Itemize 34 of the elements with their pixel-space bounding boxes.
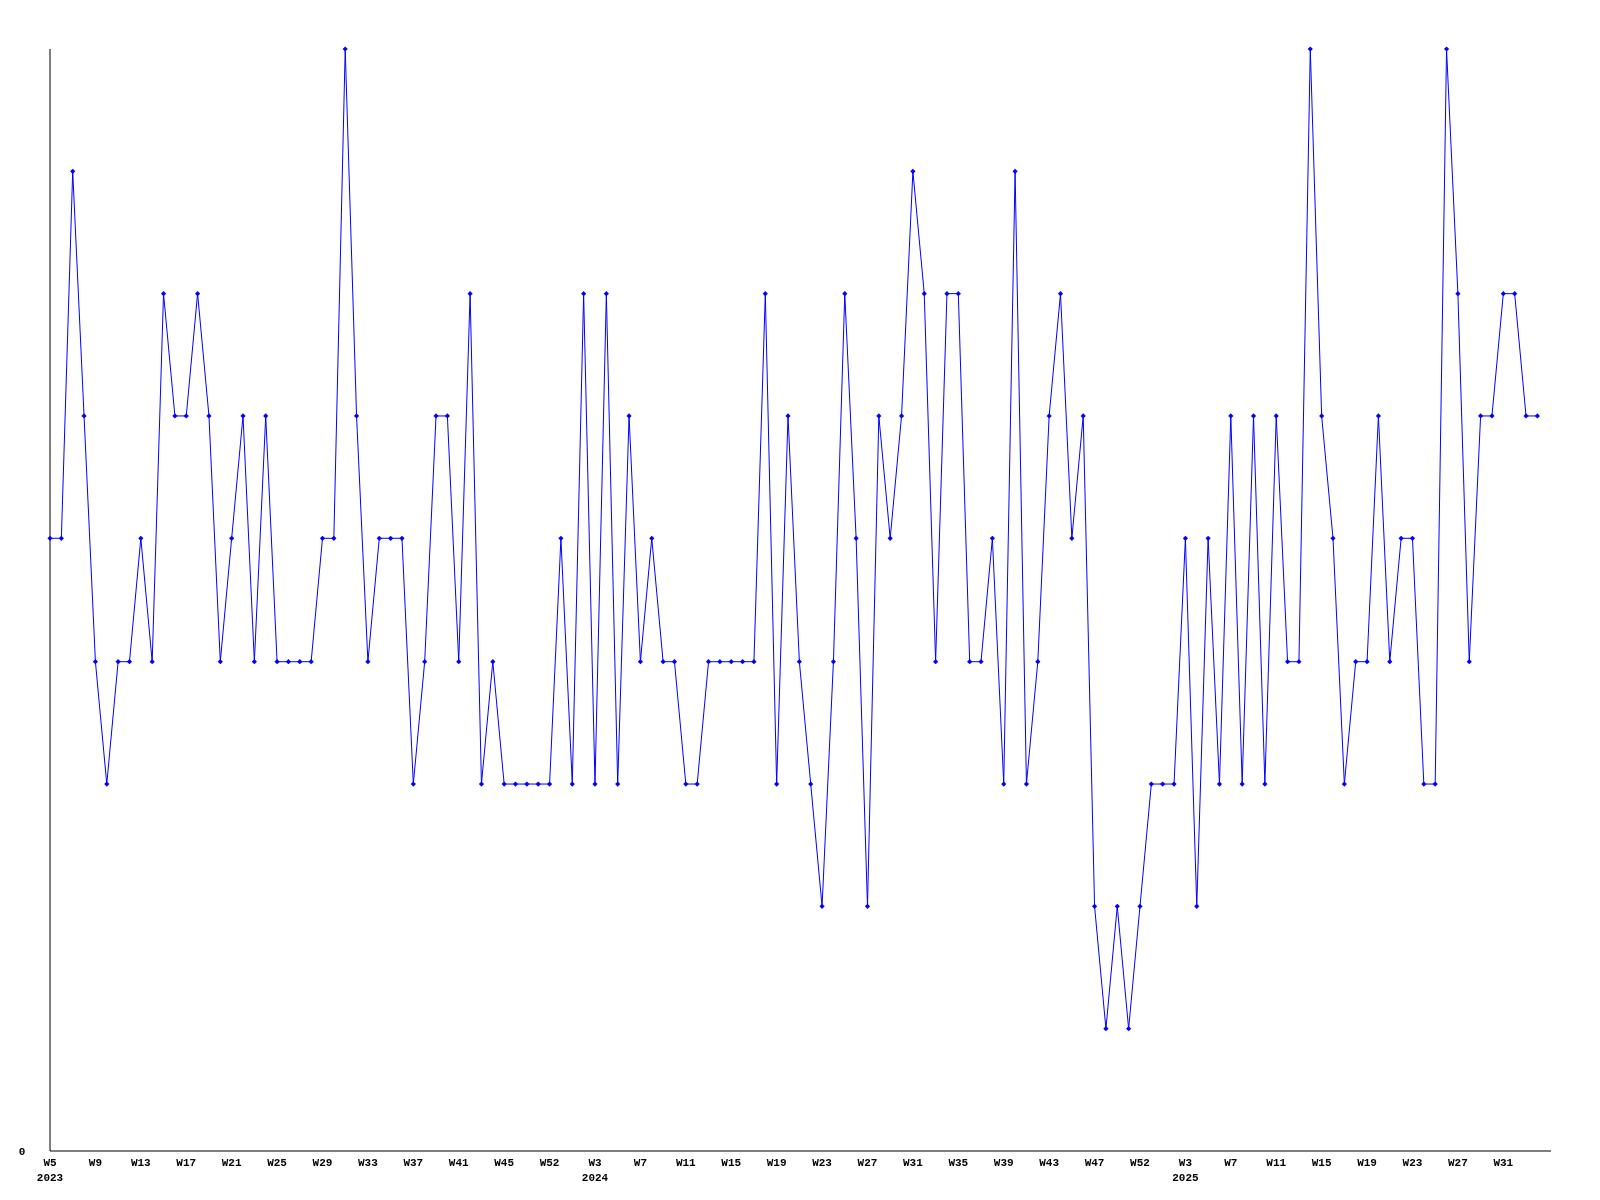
x-tick-label: W7: [1224, 1157, 1238, 1169]
x-tick-label: W7: [633, 1157, 648, 1169]
x-tick-label: W43: [1039, 1157, 1060, 1169]
x-tick-label: W11: [675, 1157, 697, 1169]
x-tick-label: W41: [448, 1157, 470, 1169]
x-tick-label: W31: [903, 1157, 924, 1169]
x-tick-label: W27: [857, 1157, 878, 1169]
x-tick-label: W47: [1084, 1157, 1105, 1169]
text: 0: [18, 1146, 26, 1158]
x-tick-label: W17: [176, 1157, 197, 1169]
x-tick-label: W52: [1130, 1157, 1150, 1169]
x-tick-label: W23: [1402, 1157, 1423, 1169]
x-tick-label: W29: [312, 1157, 333, 1169]
x-tick-label: W39: [993, 1157, 1014, 1169]
x-tick-label: W5 2023: [36, 1157, 64, 1184]
x-tick-label: W25: [267, 1157, 288, 1169]
x-tick-label: W37: [403, 1157, 424, 1169]
x-tick-label: W45: [494, 1157, 515, 1169]
x-tick-label: W52: [539, 1157, 560, 1169]
x-tick-label: W19: [766, 1157, 787, 1169]
x-tick-label: W23: [812, 1157, 833, 1169]
x-tick-label: W35: [948, 1157, 969, 1169]
x-tick-label: W9: [88, 1157, 103, 1169]
x-tick-label: W21: [221, 1157, 242, 1169]
x-tick-label: W33: [358, 1157, 379, 1169]
x-tick-label: W27: [1447, 1157, 1468, 1169]
x-tick-label: W19: [1357, 1157, 1377, 1169]
x-tick-label: W15: [721, 1157, 742, 1169]
x-tick-label: W3 2024: [581, 1157, 609, 1184]
x-tick-label: W3 2025: [1172, 1157, 1199, 1184]
x-tick-label: W31: [1493, 1157, 1514, 1169]
x-tick-label: W11: [1266, 1157, 1287, 1169]
x-tick-label: W15: [1311, 1157, 1332, 1169]
x-tick-label: W13: [130, 1157, 152, 1169]
